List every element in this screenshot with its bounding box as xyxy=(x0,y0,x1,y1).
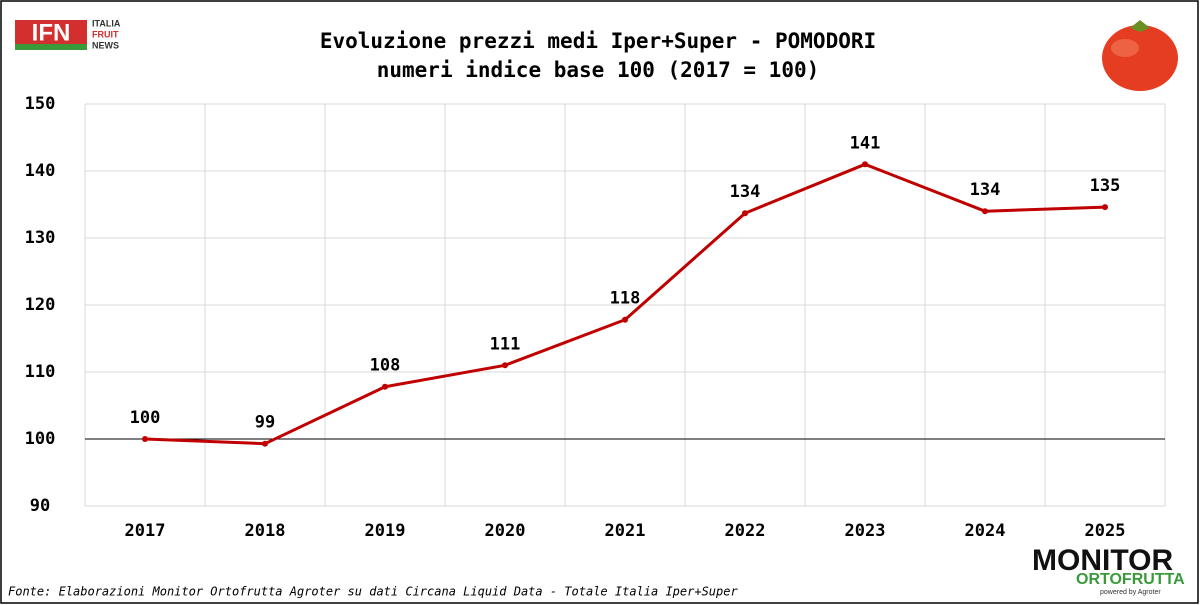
data-point xyxy=(502,362,508,369)
data-label: 135 xyxy=(1090,176,1121,196)
data-point xyxy=(382,383,388,390)
data-label: 134 xyxy=(970,180,1001,200)
data-label: 100 xyxy=(130,408,161,428)
data-point xyxy=(982,208,988,215)
tomato-shine xyxy=(1111,39,1139,57)
y-tick-label: 130 xyxy=(25,228,56,248)
x-tick-label: 2024 xyxy=(965,521,1006,541)
x-tick-label: 2021 xyxy=(605,521,646,541)
chart-title: Evoluzione prezzi medi Iper+Super - POMO… xyxy=(320,29,876,53)
ortofrutta-text: ORTOFRUTTA xyxy=(1076,571,1185,588)
y-tick-label: 90 xyxy=(30,496,50,516)
source-note: Fonte: Elaborazioni Monitor Ortofrutta A… xyxy=(8,585,738,599)
chart-subtitle: numeri indice base 100 (2017 = 100) xyxy=(377,58,820,82)
x-tick-label: 2018 xyxy=(245,521,286,541)
ifn-line: ITALIA xyxy=(92,18,121,28)
x-tick-label: 2019 xyxy=(365,521,406,541)
data-label: 141 xyxy=(850,133,881,153)
tomato-body xyxy=(1102,25,1178,91)
x-tick-label: 2025 xyxy=(1085,521,1126,541)
data-label: 118 xyxy=(610,289,641,309)
data-point xyxy=(862,161,868,168)
monitor-logo: MONITOR ORTOFRUTTA powered by Agroter xyxy=(1032,544,1185,596)
y-tick-label: 110 xyxy=(25,362,56,382)
x-tick-label: 2020 xyxy=(485,521,526,541)
ifn-logo: IFN ITALIA FRUIT NEWS xyxy=(15,18,121,50)
y-tick-label: 100 xyxy=(25,429,56,449)
x-tick-label: 2022 xyxy=(725,521,766,541)
ifn-line: NEWS xyxy=(92,40,119,50)
data-label: 99 xyxy=(255,413,275,433)
data-point xyxy=(142,436,148,442)
ifn-text: IFN xyxy=(32,19,71,46)
data-point xyxy=(622,316,628,323)
powered-text: powered by Agroter xyxy=(1100,589,1161,596)
data-point xyxy=(1102,204,1108,211)
tomato-icon xyxy=(1102,20,1178,91)
y-tick-label: 150 xyxy=(25,94,56,114)
data-label: 108 xyxy=(370,356,401,376)
data-label: 111 xyxy=(490,334,521,354)
y-tick-label: 140 xyxy=(25,161,56,181)
x-tick-label: 2017 xyxy=(125,521,166,541)
y-tick-label: 120 xyxy=(25,295,56,315)
monitor-text: MONITOR xyxy=(1032,544,1173,577)
ifn-line: FRUIT xyxy=(92,29,119,39)
ifn-stripe xyxy=(15,44,87,50)
data-label: 134 xyxy=(730,182,761,202)
data-point xyxy=(262,440,268,447)
tomato-stem xyxy=(1130,20,1150,32)
data-point xyxy=(742,210,748,217)
x-tick-label: 2023 xyxy=(845,521,886,541)
